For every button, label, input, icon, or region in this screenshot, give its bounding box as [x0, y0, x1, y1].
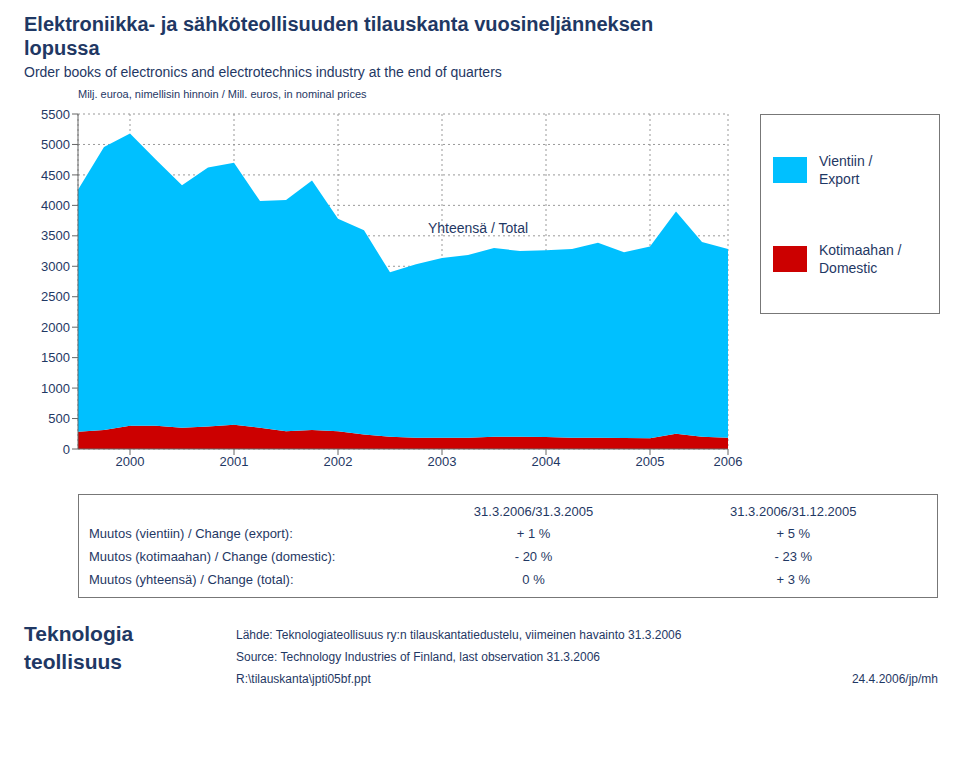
- html-text:Elektroniikka- ja sähköteollis: Elektroniikka- ja sähköteollisuuden tila…: [24, 13, 654, 59]
- svg-text:2006: 2006: [714, 454, 743, 469]
- html-text:R:\tilauskanta\jpti05bf.ppt: R:\tilauskanta\jpti05bf.ppt: [236, 672, 371, 686]
- html-text:Source: Technology Industries: Source: Technology Industries of Finland…: [236, 650, 600, 664]
- svg-text:5000: 5000: [41, 137, 70, 152]
- html-text:+ 3 %: + 3 %: [776, 572, 811, 587]
- svg-text:1000: 1000: [41, 381, 70, 396]
- html-text:31.3.2006/31.12.2005: 31.3.2006/31.12.2005: [730, 504, 857, 519]
- html-text:- 23 %: - 23 %: [774, 549, 813, 564]
- svg-text:2003: 2003: [428, 454, 457, 469]
- svg-text:5500: 5500: [41, 107, 70, 122]
- svg-text:2001: 2001: [220, 454, 249, 469]
- svg-text:2005: 2005: [636, 454, 665, 469]
- html-text:31.3.2006/31.3.2005: 31.3.2006/31.3.2005: [473, 504, 594, 519]
- svg-text:500: 500: [48, 411, 70, 426]
- html-text:Vientiin / Export: Vientiin / Export: [819, 152, 873, 187]
- html-text:+ 5 %: + 5 %: [776, 526, 811, 541]
- svg-text:0: 0: [63, 442, 70, 457]
- svg-text:3000: 3000: [41, 259, 70, 274]
- html-text:Order books of electronics and: Order books of electronics and electrote…: [24, 64, 502, 80]
- html-text:Yhteensä / Total: Yhteensä / Total: [428, 220, 529, 236]
- svg-text:1500: 1500: [41, 350, 70, 365]
- html-text:Muutos (yhteensä) / Change (to: Muutos (yhteensä) / Change (total):: [89, 572, 294, 587]
- html-text:24.4.2006/jp/mh: 24.4.2006/jp/mh: [851, 672, 938, 686]
- html-text:Lähde: Teknologiateollisuus ry: Lähde: Teknologiateollisuus ry:n tilausk…: [236, 628, 682, 642]
- html-text:Muutos (vientiin) / Change (ex: Muutos (vientiin) / Change (export):: [89, 526, 293, 541]
- html-text:+ 1 %: + 1 %: [516, 526, 551, 541]
- svg-text:3500: 3500: [41, 228, 70, 243]
- svg-text:4500: 4500: [41, 168, 70, 183]
- svg-text:2000: 2000: [41, 320, 70, 335]
- html-text:Kotimaahan / Domestic: Kotimaahan / Domestic: [819, 241, 902, 276]
- svg-text:4000: 4000: [41, 198, 70, 213]
- html-text:Muutos (kotimaahan) / Change (: Muutos (kotimaahan) / Change (domestic):: [89, 549, 336, 564]
- html-text:Teknologia: Teknologia: [24, 622, 134, 645]
- html-text:Milj. euroa, nimellisin hinnoi: Milj. euroa, nimellisin hinnoin / Mill. …: [78, 88, 367, 100]
- svg-text:2004: 2004: [532, 454, 561, 469]
- svg-text:2002: 2002: [324, 454, 353, 469]
- html-text:teollisuus: teollisuus: [24, 650, 122, 673]
- html-text:0 %: 0 %: [522, 572, 545, 587]
- html-text:- 20 %: - 20 %: [514, 549, 553, 564]
- svg-text:2000: 2000: [116, 454, 145, 469]
- svg-text:2500: 2500: [41, 289, 70, 304]
